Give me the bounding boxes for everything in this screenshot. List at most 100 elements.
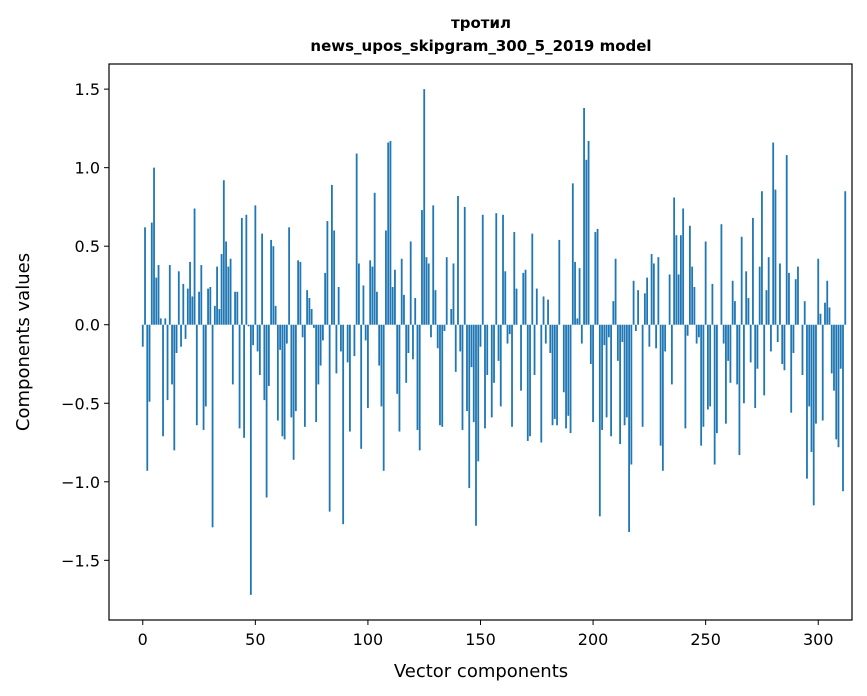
- bar: [222, 180, 225, 325]
- bar: [387, 142, 390, 325]
- bar: [493, 324, 495, 383]
- x-tick-label: 50: [245, 630, 265, 649]
- bar: [294, 324, 297, 412]
- y-tick-label: 0.0: [75, 316, 100, 335]
- bar: [788, 272, 790, 325]
- bar: [495, 213, 498, 325]
- bar: [819, 313, 822, 325]
- bar: [767, 257, 770, 325]
- bar: [180, 324, 182, 347]
- bar: [209, 287, 212, 325]
- bar: [697, 324, 700, 338]
- bar: [497, 324, 500, 361]
- bar: [765, 290, 768, 325]
- bar: [303, 324, 306, 427]
- bar: [596, 228, 599, 325]
- bar: [409, 241, 412, 325]
- bar: [686, 324, 689, 336]
- bar: [740, 236, 743, 325]
- bar: [684, 324, 687, 429]
- bar: [756, 324, 759, 369]
- bar: [578, 268, 581, 325]
- bar: [452, 263, 455, 325]
- bar: [202, 324, 205, 430]
- bar: [648, 324, 651, 347]
- bar: [598, 324, 601, 517]
- bar: [749, 324, 752, 363]
- bar: [400, 258, 403, 325]
- y-tick-label: 1.5: [75, 80, 100, 99]
- bar: [833, 324, 835, 391]
- bar: [207, 288, 209, 325]
- y-axis-ticks: 1.5 1.0 0.5 0.0 −0.5 −1.0 −1.5: [61, 80, 109, 570]
- bar: [321, 324, 324, 341]
- bar: [454, 324, 457, 372]
- bar: [434, 290, 437, 325]
- bar: [186, 288, 189, 325]
- bar: [774, 189, 777, 325]
- bar: [776, 324, 779, 342]
- bar: [340, 324, 342, 352]
- bar: [630, 324, 633, 465]
- bar: [281, 324, 284, 437]
- bar: [745, 271, 748, 325]
- bar: [725, 324, 727, 424]
- bar: [470, 324, 473, 368]
- bar: [362, 285, 365, 325]
- bar: [562, 324, 565, 393]
- x-axis-label: Vector components: [394, 661, 568, 682]
- bar: [274, 305, 277, 325]
- bar: [515, 288, 518, 325]
- bar: [173, 324, 176, 451]
- bar: [288, 227, 291, 325]
- bar: [506, 324, 509, 344]
- bar: [625, 324, 628, 418]
- bar: [213, 305, 216, 325]
- bar: [324, 272, 327, 325]
- bar: [743, 324, 745, 404]
- bar: [385, 230, 387, 325]
- bar: [457, 195, 459, 325]
- bar: [376, 291, 378, 325]
- bar: [844, 191, 847, 325]
- bar: [346, 324, 349, 363]
- bar: [416, 324, 419, 430]
- bar: [407, 324, 410, 353]
- bar: [839, 324, 842, 369]
- bar: [682, 208, 685, 325]
- bar: [603, 324, 606, 346]
- bar: [830, 324, 833, 374]
- bar: [403, 294, 405, 325]
- bar: [443, 324, 446, 332]
- bar: [421, 210, 423, 325]
- bar: [468, 324, 471, 489]
- bar: [511, 324, 513, 427]
- bar: [412, 324, 414, 360]
- bar: [607, 324, 610, 338]
- bar: [310, 309, 313, 325]
- x-tick-label: 150: [465, 630, 496, 649]
- bar: [490, 324, 493, 418]
- bar: [204, 324, 207, 407]
- bar: [763, 324, 766, 396]
- bar: [664, 324, 667, 352]
- bar: [162, 324, 164, 437]
- bar: [171, 324, 173, 385]
- bar: [382, 324, 385, 471]
- bar: [195, 324, 198, 426]
- bar: [256, 324, 259, 352]
- bar: [790, 324, 793, 413]
- bar: [540, 324, 543, 443]
- bar: [227, 266, 230, 325]
- x-tick-label: 0: [138, 630, 148, 649]
- bar: [463, 206, 466, 325]
- bar: [238, 324, 241, 429]
- bar: [594, 232, 597, 325]
- bar: [580, 324, 583, 344]
- bar: [614, 258, 617, 325]
- bar: [695, 324, 698, 344]
- bar: [567, 324, 570, 416]
- bar: [605, 324, 608, 418]
- bar: [524, 269, 527, 325]
- bar: [700, 324, 703, 446]
